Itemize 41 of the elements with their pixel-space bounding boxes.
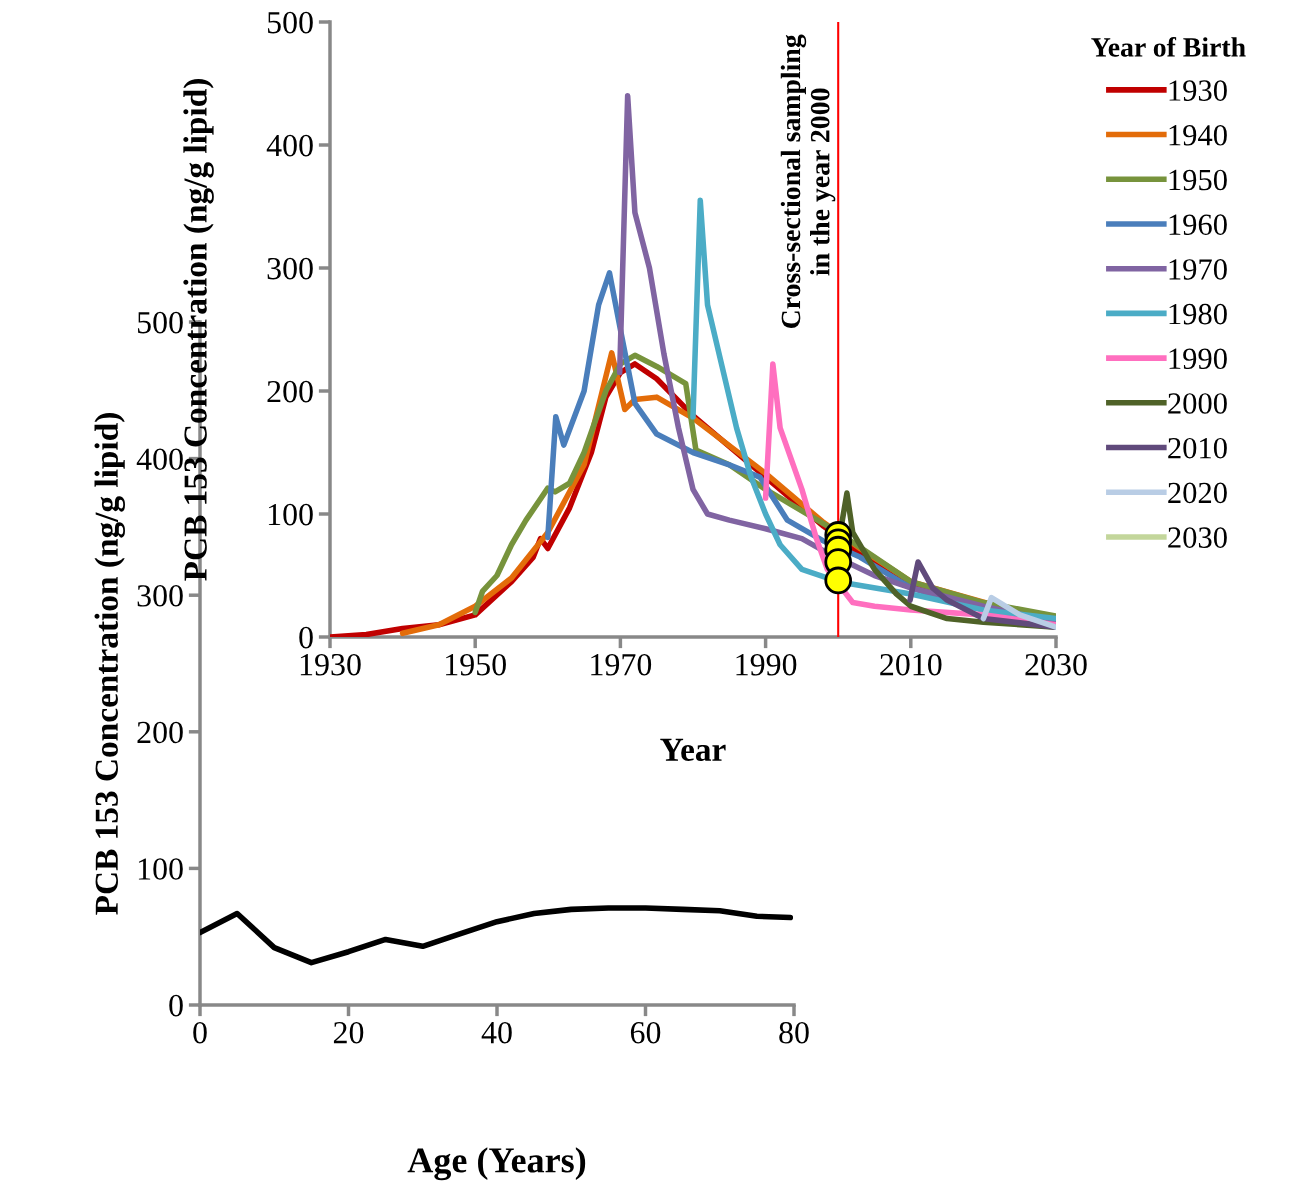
ref-line-label: Cross-sectional sampling in the year 2000 bbox=[780, 34, 836, 328]
x-tick-label: 0 bbox=[193, 1021, 207, 1044]
x-tick-label: 1970 bbox=[591, 653, 652, 676]
y-tick-label: 400 bbox=[136, 448, 183, 470]
x-tick-label: 1930 bbox=[300, 653, 361, 676]
y-tick-label: 0 bbox=[169, 994, 183, 1017]
legend-title: Year of Birth bbox=[1091, 36, 1246, 57]
x-tick-label: 2010 bbox=[880, 653, 942, 676]
y-tick-label: 400 bbox=[266, 134, 313, 157]
x-tick-label: 60 bbox=[630, 1021, 661, 1044]
x-tick-label: 20 bbox=[333, 1021, 364, 1044]
y-tick-label: 200 bbox=[267, 380, 313, 403]
y-tick-label: 300 bbox=[137, 585, 183, 607]
y-tick-label: 300 bbox=[267, 257, 313, 280]
legend-label: 1970 bbox=[1169, 259, 1227, 280]
legend-label: 1940 bbox=[1169, 124, 1227, 146]
y-tick-label: 200 bbox=[137, 721, 183, 744]
x-tick-label: 2030 bbox=[1025, 653, 1087, 676]
x-axis-title: Year bbox=[660, 738, 726, 761]
legend-label: 1990 bbox=[1169, 348, 1227, 370]
y-axis-title: PCB 153 Concentration (ng/g lipid) bbox=[183, 79, 214, 581]
legend-label: 1960 bbox=[1169, 214, 1227, 235]
y-tick-label: 100 bbox=[138, 858, 183, 880]
point bbox=[824, 566, 853, 595]
legend-label: 1980 bbox=[1169, 303, 1227, 325]
x-tick-label: 1990 bbox=[736, 653, 797, 676]
y-tick-label: 500 bbox=[137, 311, 183, 334]
legend-label: 2010 bbox=[1168, 437, 1227, 459]
legend-label: 2030 bbox=[1168, 527, 1227, 548]
x-tick-label: 40 bbox=[481, 1021, 512, 1044]
y-tick-label: 0 bbox=[299, 626, 313, 649]
legend-label: 1950 bbox=[1169, 169, 1227, 191]
x-tick-label: 1950 bbox=[446, 653, 506, 676]
y-axis-title: PCB 153 Concentration (ng/g lipid) bbox=[94, 413, 125, 915]
legend-label: 2000 bbox=[1168, 393, 1227, 414]
y-tick-label: 500 bbox=[267, 11, 313, 34]
y-tick-label: 100 bbox=[268, 503, 313, 526]
x-tick-label: 80 bbox=[779, 1021, 809, 1044]
x-axis-title: Age (Years) bbox=[407, 1147, 586, 1181]
legend-label: 1930 bbox=[1169, 80, 1227, 101]
legend-label: 2020 bbox=[1168, 482, 1227, 504]
